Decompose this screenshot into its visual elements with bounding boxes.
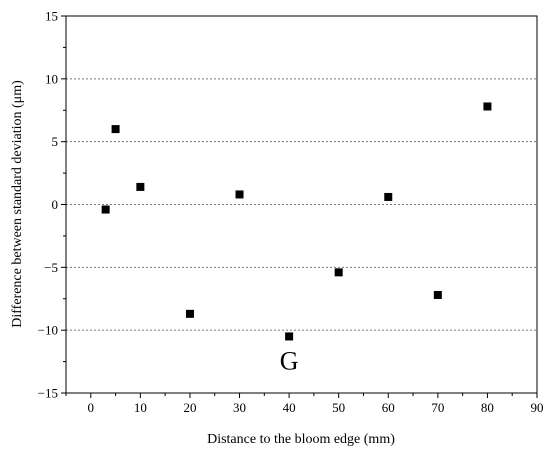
data-point xyxy=(101,205,110,214)
y-tick-label: −10 xyxy=(38,323,58,338)
y-tick-label: −15 xyxy=(38,386,58,401)
x-tick-label: 90 xyxy=(531,400,544,415)
annotations: G xyxy=(280,346,299,375)
x-axis-ticks: 0 10 20 30 40 50 60 70 80 90 xyxy=(65,393,544,415)
y-tick-label: 15 xyxy=(45,9,58,24)
y-tick-label: 5 xyxy=(52,134,59,149)
y-tick-label: 10 xyxy=(45,71,58,86)
x-tick-label: 10 xyxy=(134,400,147,415)
x-tick-label: 50 xyxy=(332,400,345,415)
data-points xyxy=(101,102,492,341)
data-point xyxy=(483,102,492,111)
x-tick-label: 20 xyxy=(183,400,196,415)
x-tick-label: 70 xyxy=(431,400,444,415)
data-point xyxy=(235,190,244,199)
grid-lines xyxy=(66,78,537,331)
data-point xyxy=(334,268,343,277)
data-point xyxy=(285,332,294,341)
y-tick-label: 0 xyxy=(52,197,59,212)
x-tick-label: 80 xyxy=(481,400,494,415)
y-axis-ticks: −15 −10 −5 0 5 10 15 xyxy=(38,9,66,401)
data-point xyxy=(136,182,145,191)
x-axis-label: Distance to the bloom edge (mm) xyxy=(207,432,395,447)
annotation-label: G xyxy=(280,346,299,375)
data-point xyxy=(111,125,120,134)
x-tick-label: 40 xyxy=(283,400,296,415)
data-point xyxy=(185,309,194,318)
data-point xyxy=(433,290,442,299)
data-point xyxy=(384,192,393,201)
y-tick-label: −5 xyxy=(44,260,58,275)
y-axis-label: Difference between standard deviation (μ… xyxy=(10,80,25,328)
x-tick-label: 0 xyxy=(88,400,95,415)
x-tick-label: 30 xyxy=(233,400,246,415)
x-tick-label: 60 xyxy=(382,400,395,415)
